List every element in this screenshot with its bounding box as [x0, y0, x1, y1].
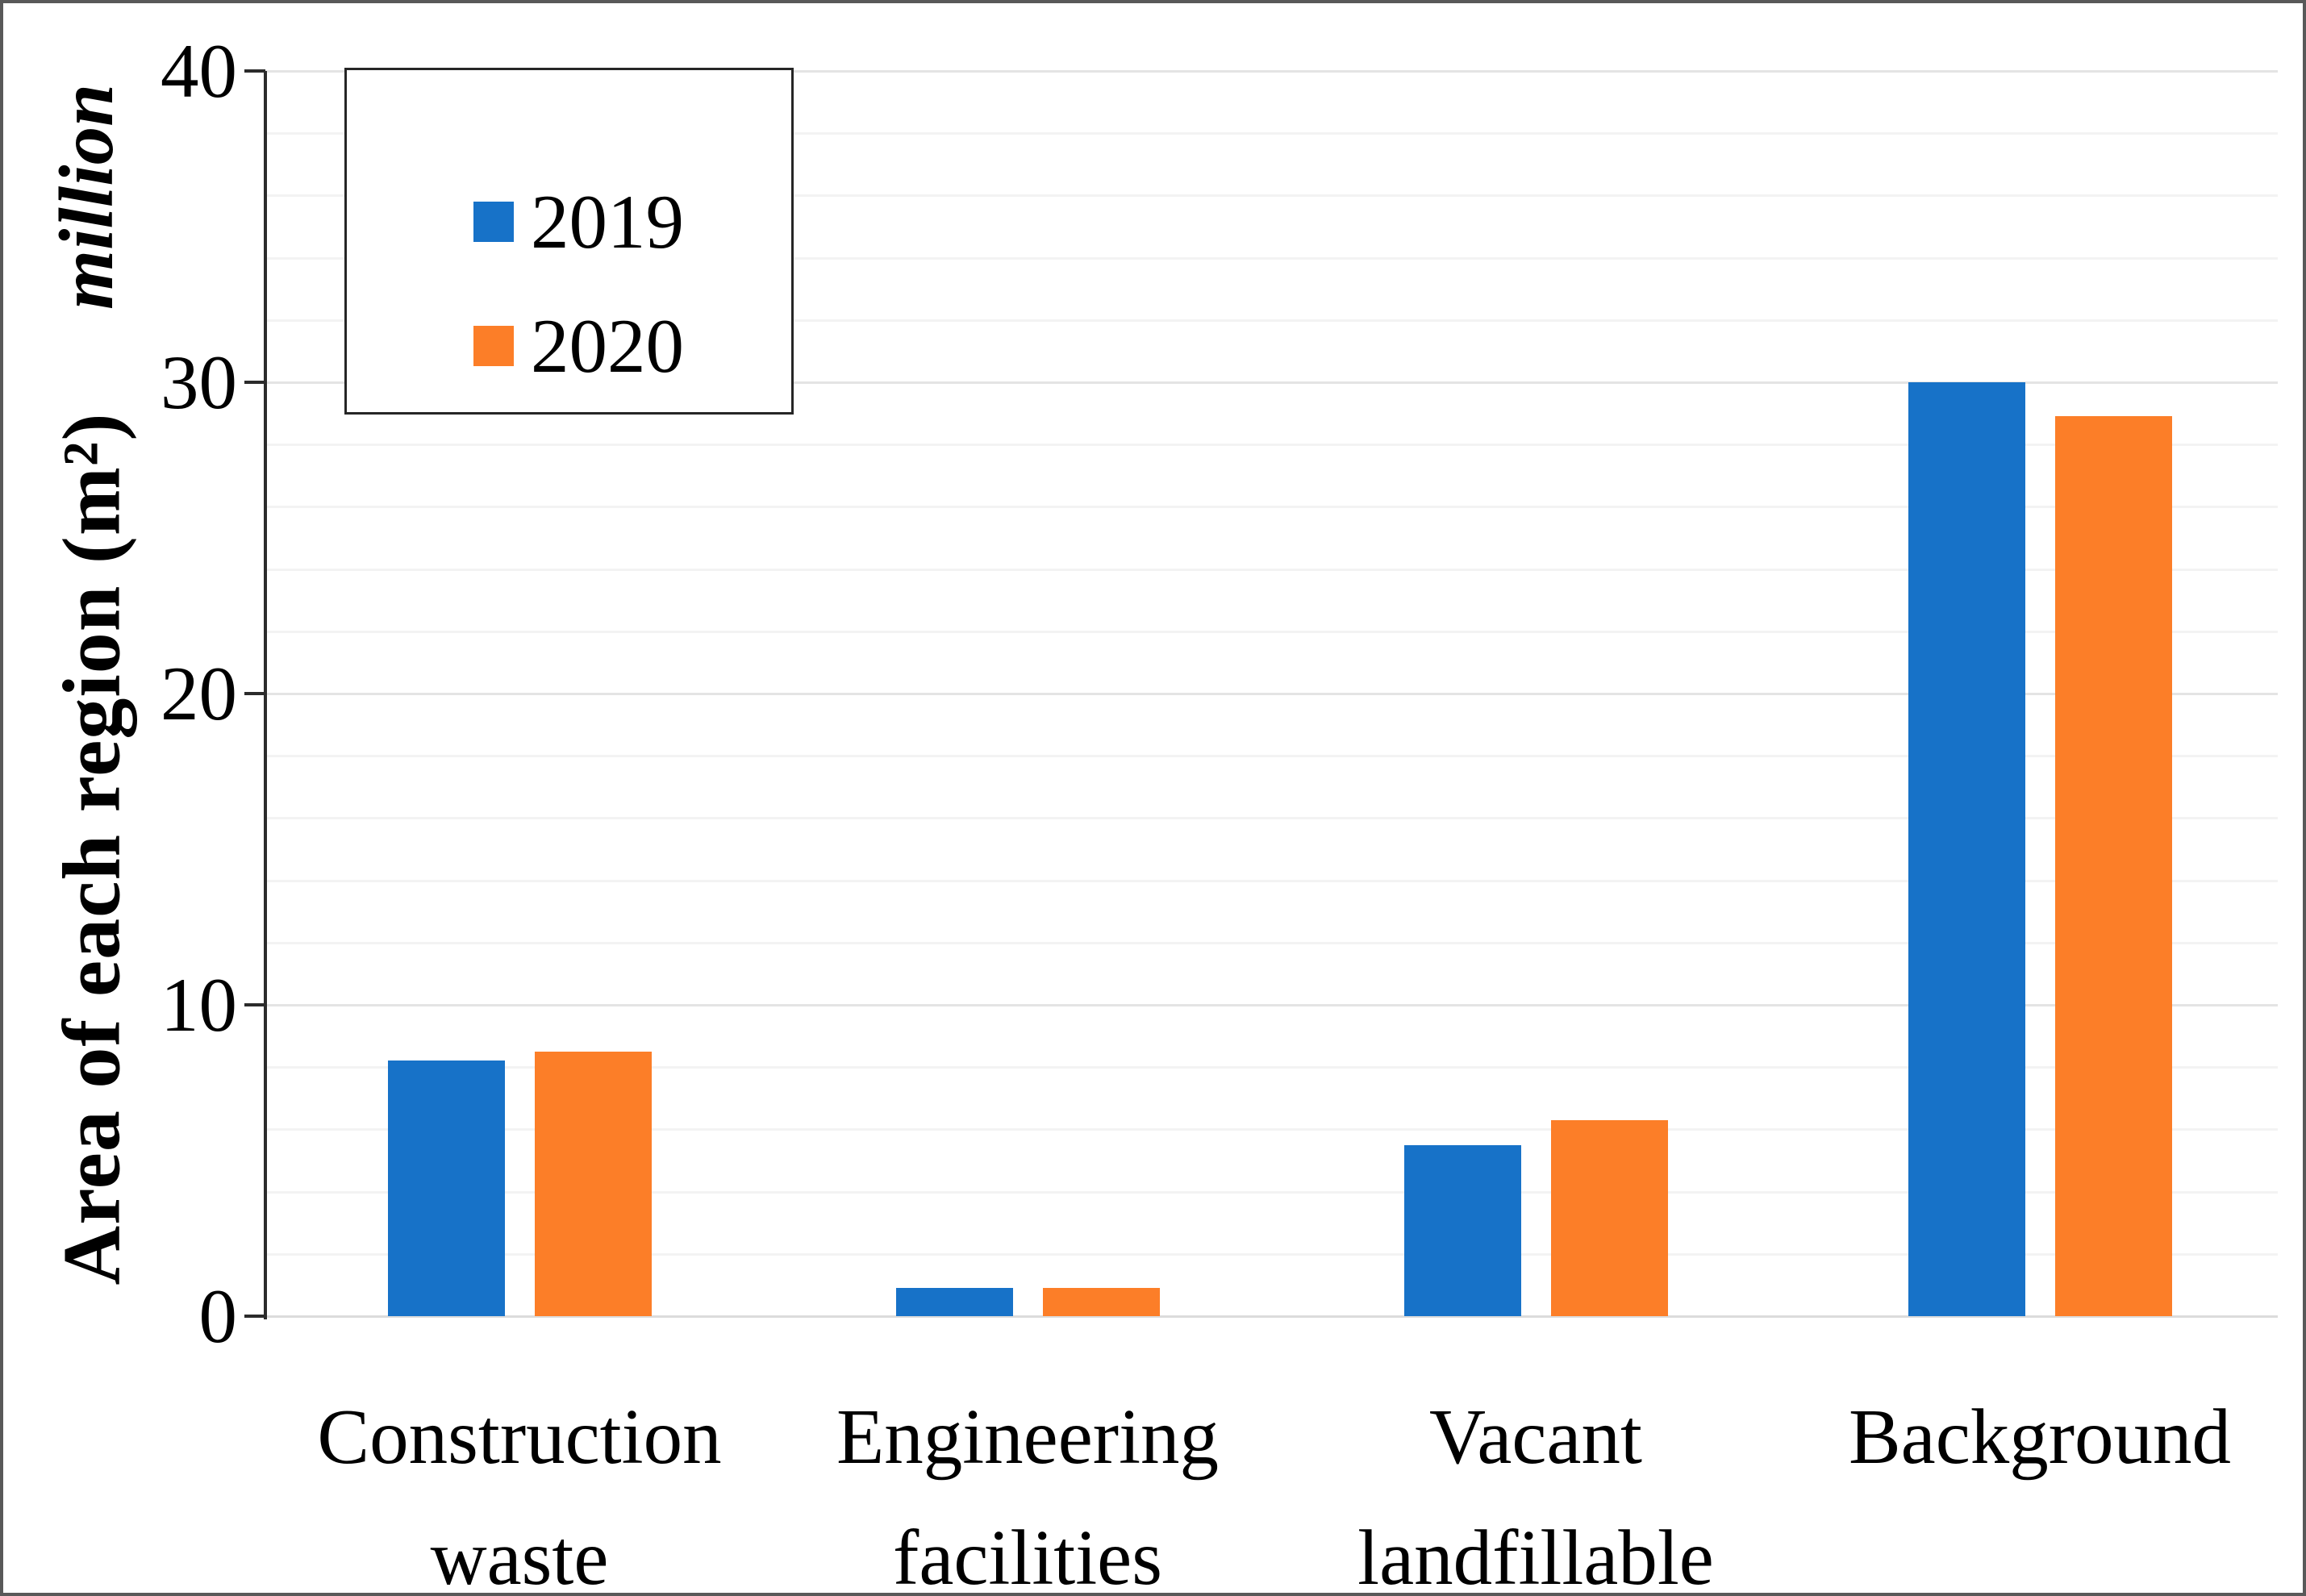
- gridline-22: [265, 630, 2278, 633]
- gridline-20: [265, 693, 2278, 695]
- gridline-10: [265, 1004, 2278, 1006]
- y-tick-label-40: 40: [161, 28, 237, 114]
- category-label-background: Background: [1848, 1394, 2232, 1480]
- legend-item-2020: 2020: [347, 298, 791, 394]
- bar-2020-construction: [534, 1052, 652, 1316]
- y-axis-unit-label: million: [44, 84, 129, 310]
- gridline-2: [265, 1252, 2278, 1256]
- bar-2019-engineering: [895, 1288, 1013, 1316]
- gridline-26: [265, 506, 2278, 509]
- bar-2020-vacant: [1550, 1120, 1668, 1316]
- y-tick-label-0: 0: [198, 1273, 238, 1359]
- gridline-32: [265, 319, 2278, 322]
- gridline-0: [265, 1315, 2278, 1318]
- legend-label-2019: 2019: [531, 179, 684, 265]
- gridline-16: [265, 817, 2278, 820]
- y-tick-40: [244, 69, 265, 73]
- gridline-6: [265, 1128, 2278, 1131]
- gridline-34: [265, 256, 2278, 260]
- gridline-38: [265, 132, 2278, 135]
- gridline-12: [265, 941, 2278, 944]
- category-label-engineering: Engineering facilities: [836, 1394, 1220, 1596]
- y-tick-10: [244, 1003, 265, 1006]
- bar-2019-construction: [387, 1061, 505, 1316]
- gridline-24: [265, 568, 2278, 571]
- y-tick-20: [244, 692, 265, 695]
- legend-swatch-2019: [473, 202, 514, 242]
- legend-item-2019: 2019: [347, 173, 791, 270]
- gridline-4: [265, 1190, 2278, 1194]
- y-tick-label-10: 10: [161, 962, 237, 1048]
- y-tick-label-20: 20: [161, 651, 237, 736]
- gridline-40: [265, 70, 2278, 73]
- gridline-18: [265, 755, 2278, 758]
- y-axis-line: [264, 71, 267, 1319]
- y-tick-0: [244, 1315, 265, 1318]
- y-tick-30: [244, 381, 265, 384]
- gridline-14: [265, 879, 2278, 882]
- gridline-30: [265, 381, 2278, 384]
- y-tick-label-30: 30: [161, 340, 237, 425]
- bar-2019-background: [1908, 382, 2025, 1316]
- y-axis-title: Area of each region (m²): [46, 412, 138, 1286]
- bar-2020-engineering: [1042, 1288, 1160, 1316]
- bar-2020-background: [2054, 416, 2172, 1316]
- gridline-36: [265, 194, 2278, 198]
- gridline-8: [265, 1066, 2278, 1069]
- gridline-28: [265, 444, 2278, 447]
- legend: 2019 2020: [344, 68, 794, 415]
- bar-2019-vacant: [1403, 1145, 1521, 1316]
- category-label-vacant: Vacant landfillable: [1357, 1394, 1714, 1596]
- legend-swatch-2020: [473, 326, 514, 366]
- category-label-construction: Construction waste: [317, 1394, 722, 1596]
- legend-label-2020: 2020: [531, 303, 684, 389]
